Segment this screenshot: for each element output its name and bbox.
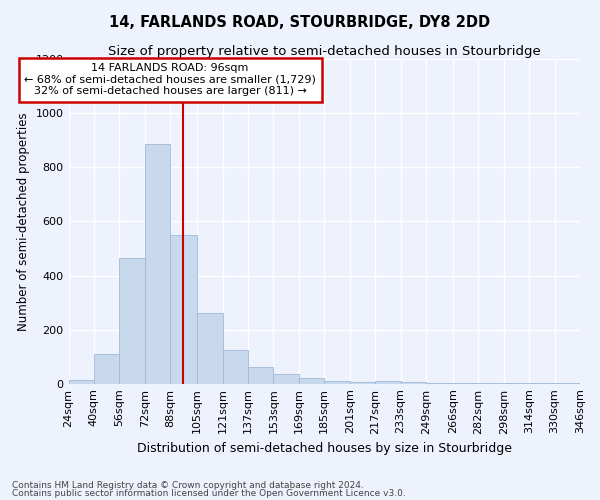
Bar bbox=[197, 314, 223, 384]
Bar bbox=[426, 383, 453, 384]
Bar bbox=[94, 354, 119, 384]
Bar bbox=[119, 258, 145, 384]
Bar bbox=[274, 374, 299, 384]
Bar bbox=[299, 378, 324, 384]
Bar bbox=[350, 382, 375, 384]
Text: Contains public sector information licensed under the Open Government Licence v3: Contains public sector information licen… bbox=[12, 489, 406, 498]
Bar bbox=[68, 380, 94, 384]
Title: Size of property relative to semi-detached houses in Stourbridge: Size of property relative to semi-detach… bbox=[108, 45, 541, 58]
Bar bbox=[170, 235, 197, 384]
Bar bbox=[324, 381, 350, 384]
Bar bbox=[375, 381, 401, 384]
Bar bbox=[401, 382, 426, 384]
Bar bbox=[453, 383, 478, 384]
Bar bbox=[223, 350, 248, 384]
Bar bbox=[145, 144, 170, 384]
Bar bbox=[248, 368, 274, 384]
Text: Contains HM Land Registry data © Crown copyright and database right 2024.: Contains HM Land Registry data © Crown c… bbox=[12, 480, 364, 490]
Y-axis label: Number of semi-detached properties: Number of semi-detached properties bbox=[17, 112, 30, 330]
Text: 14, FARLANDS ROAD, STOURBRIDGE, DY8 2DD: 14, FARLANDS ROAD, STOURBRIDGE, DY8 2DD bbox=[109, 15, 491, 30]
X-axis label: Distribution of semi-detached houses by size in Stourbridge: Distribution of semi-detached houses by … bbox=[137, 442, 512, 455]
Text: 14 FARLANDS ROAD: 96sqm
← 68% of semi-detached houses are smaller (1,729)
32% of: 14 FARLANDS ROAD: 96sqm ← 68% of semi-de… bbox=[24, 63, 316, 96]
